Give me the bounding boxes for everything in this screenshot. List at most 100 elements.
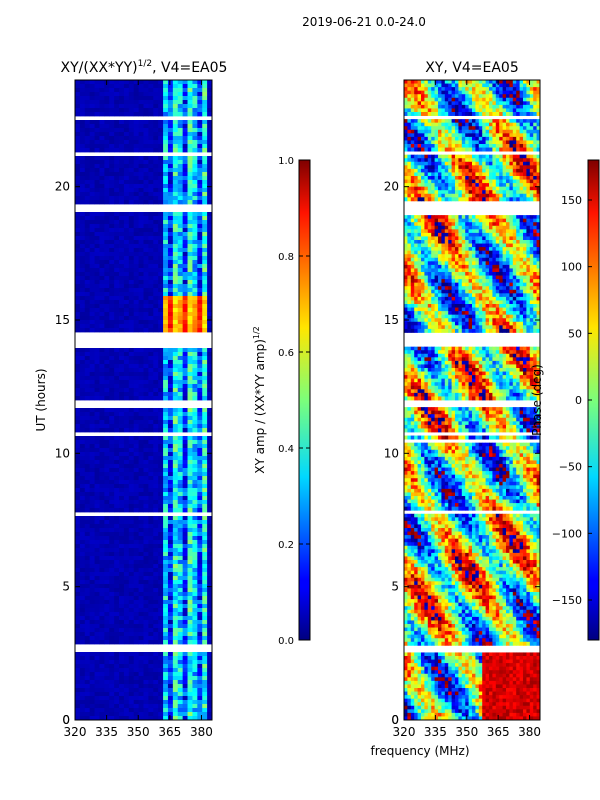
heatmap-cell xyxy=(94,264,100,269)
heatmap-cell xyxy=(434,104,439,109)
heatmap-cell xyxy=(158,104,164,109)
heatmap-cell xyxy=(187,544,193,549)
heatmap-cell xyxy=(461,144,466,148)
heatmap-cell xyxy=(434,140,439,145)
heatmap-cell xyxy=(143,92,149,97)
heatmap-cell xyxy=(128,200,135,205)
heatmap-cell xyxy=(207,348,213,353)
heatmap-cell xyxy=(94,320,100,325)
heatmap-cell xyxy=(158,548,164,553)
heatmap-cell xyxy=(123,716,130,721)
heatmap-cell xyxy=(84,584,91,589)
heatmap-cell xyxy=(133,112,139,117)
heatmap-cell xyxy=(512,126,517,131)
heatmap-cell xyxy=(133,288,139,293)
heatmap-cell xyxy=(109,312,115,317)
heatmap-cell xyxy=(153,568,159,573)
heatmap-cell xyxy=(153,108,159,113)
heatmap-cell xyxy=(99,484,105,489)
heatmap-cell xyxy=(438,108,442,113)
heatmap-cell xyxy=(177,568,184,573)
heatmap-cell xyxy=(167,304,174,309)
heatmap-cell xyxy=(114,364,120,369)
heatmap-cell xyxy=(114,304,120,309)
heatmap-cell xyxy=(414,108,418,113)
heatmap-cell xyxy=(143,628,149,633)
heatmap-cell xyxy=(495,101,500,106)
heatmap-cell xyxy=(158,612,164,617)
heatmap-cell xyxy=(192,220,198,225)
figure-suptitle: 2019-06-21 0.0-24.0 xyxy=(302,15,426,29)
heatmap-cell xyxy=(75,624,81,629)
heatmap-cell xyxy=(167,312,174,317)
heatmap-cell xyxy=(192,300,198,305)
heatmap-cell xyxy=(114,224,120,229)
heatmap-cell xyxy=(417,119,422,124)
heatmap-cell xyxy=(417,122,422,127)
heatmap-cell xyxy=(84,216,91,221)
heatmap-cell xyxy=(177,248,184,253)
heatmap-cell xyxy=(468,154,473,159)
heatmap-cell xyxy=(202,156,208,161)
heatmap-cell xyxy=(451,122,456,127)
heatmap-cell xyxy=(99,684,105,689)
heatmap-cell xyxy=(148,468,154,473)
heatmap-cell xyxy=(207,192,213,197)
heatmap-cell xyxy=(192,520,198,525)
heatmap-cell xyxy=(448,83,452,88)
heatmap-cell xyxy=(79,120,86,125)
heatmap-cell xyxy=(89,104,95,109)
heatmap-cell xyxy=(89,708,95,713)
heatmap-cell xyxy=(143,516,149,521)
heatmap-cell xyxy=(499,87,503,92)
heatmap-cell xyxy=(187,284,193,289)
heatmap-cell xyxy=(458,122,463,127)
heatmap-cell xyxy=(444,140,449,145)
heatmap-cell xyxy=(177,516,184,521)
heatmap-cell xyxy=(158,80,164,85)
heatmap-cell xyxy=(427,126,432,131)
heatmap-cell xyxy=(99,520,105,525)
heatmap-cell xyxy=(533,129,537,134)
heatmap-cell xyxy=(187,200,193,205)
heatmap-cell xyxy=(441,126,446,131)
heatmap-cell xyxy=(133,156,139,161)
heatmap-cell xyxy=(79,640,86,645)
heatmap-cell xyxy=(123,656,130,661)
heatmap-cell xyxy=(158,464,164,469)
heatmap-cell xyxy=(207,272,213,277)
heatmap-cell xyxy=(202,380,208,385)
heatmap-cell xyxy=(177,200,184,205)
heatmap-cell xyxy=(104,412,110,417)
heatmap-cell xyxy=(123,244,130,249)
heatmap-cell xyxy=(187,140,193,145)
heatmap-cell xyxy=(94,516,100,521)
heatmap-cell xyxy=(410,144,415,148)
heatmap-cell xyxy=(451,90,456,95)
heatmap-cell xyxy=(109,668,115,673)
heatmap-cell xyxy=(153,572,159,577)
heatmap-cell xyxy=(79,520,86,525)
heatmap-cell xyxy=(123,496,130,501)
heatmap-cell xyxy=(202,104,208,109)
heatmap-cell xyxy=(104,144,110,149)
heatmap-cell xyxy=(163,640,169,645)
heatmap-cell xyxy=(526,154,531,159)
heatmap-cell xyxy=(99,316,105,321)
heatmap-cell xyxy=(89,568,95,573)
heatmap-cell xyxy=(482,140,486,145)
heatmap-cell xyxy=(123,444,130,449)
heatmap-cell xyxy=(177,324,184,329)
heatmap-cell xyxy=(79,484,86,489)
heatmap-cell xyxy=(75,664,81,669)
heatmap-cell xyxy=(192,184,198,189)
heatmap-cell xyxy=(114,712,120,717)
heatmap-cell xyxy=(523,83,527,88)
heatmap-cell xyxy=(172,144,179,149)
heatmap-cell xyxy=(461,129,466,134)
heatmap-cell xyxy=(172,436,179,441)
heatmap-cell xyxy=(482,112,486,116)
heatmap-cell xyxy=(172,232,179,237)
heatmap-cell xyxy=(182,420,188,425)
heatmap-cell xyxy=(148,132,154,137)
